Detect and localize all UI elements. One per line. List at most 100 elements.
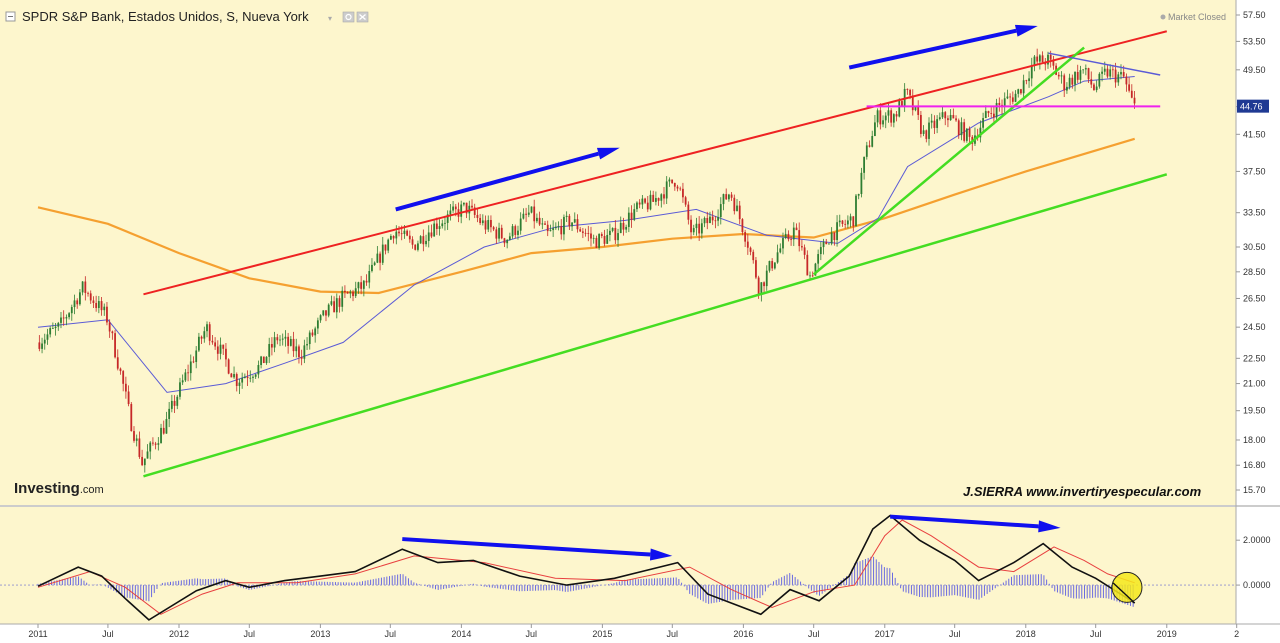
candle-body	[933, 120, 936, 128]
candle-body	[714, 220, 717, 222]
candle-body	[1071, 77, 1074, 85]
candle-body	[311, 332, 314, 336]
candle-body	[563, 216, 565, 235]
candle-body	[1103, 68, 1106, 72]
candle-body	[243, 376, 246, 378]
candle-body	[503, 238, 506, 244]
author-credit: J.SIERRA www.invertiryespecular.com	[963, 484, 1202, 499]
candle-body	[292, 338, 295, 352]
candle-body	[398, 231, 400, 234]
candle-body	[525, 213, 527, 215]
candle-body	[895, 114, 898, 117]
candle-body	[790, 239, 792, 241]
candle-body	[746, 241, 749, 248]
price-axis-label: 37.50	[1243, 166, 1266, 176]
candle-body	[952, 114, 955, 119]
candle-body	[568, 215, 571, 227]
candle-body	[127, 391, 130, 405]
candle-body	[633, 209, 636, 220]
candle-body	[736, 205, 738, 212]
candle-body	[871, 136, 874, 147]
candle-body	[657, 198, 660, 201]
candle-body	[208, 324, 211, 341]
candle-body	[495, 229, 498, 239]
time-axis-label: Jul	[808, 629, 820, 639]
candle-body	[273, 337, 276, 348]
candle-body	[200, 336, 203, 339]
candle-body	[51, 328, 54, 329]
candle-body	[333, 301, 335, 313]
candle-body	[855, 195, 857, 227]
candle-body	[168, 408, 171, 419]
candle-body	[395, 231, 398, 239]
gear-icon[interactable]	[342, 11, 355, 23]
candle-body	[1063, 75, 1066, 91]
ma-blue-line	[37, 76, 1135, 393]
candle-body	[135, 438, 138, 441]
candle-body	[54, 326, 57, 329]
macd-axis: 0.0000 2.0000	[1236, 535, 1271, 590]
candle-body	[476, 214, 479, 218]
candle-body	[833, 232, 836, 241]
candle-body	[930, 120, 933, 123]
candle-body	[233, 374, 235, 378]
candle-body	[490, 219, 492, 228]
candle-body	[717, 217, 719, 221]
candle-body	[92, 300, 95, 304]
candlesticks	[38, 48, 1136, 473]
candle-body	[784, 233, 787, 239]
candle-body	[811, 275, 814, 277]
candle-body	[76, 300, 79, 305]
candle-body	[741, 219, 744, 233]
candle-body	[1017, 89, 1020, 94]
candle-body	[849, 216, 852, 221]
candle-body	[519, 218, 522, 231]
candle-body	[73, 300, 76, 308]
candle-body	[89, 293, 92, 301]
candle-body	[235, 374, 238, 386]
candle-body	[438, 226, 441, 229]
candle-body	[644, 198, 646, 203]
price-axis-label: 53.50	[1243, 36, 1266, 46]
candle-body	[1087, 68, 1090, 80]
candle-body	[690, 219, 692, 233]
candle-body	[928, 122, 930, 139]
candle-body	[111, 331, 114, 334]
chart-header: SPDR S&P Bank, Estados Unidos, S, Nueva …	[5, 9, 1226, 24]
candle-body	[371, 264, 373, 272]
candle-body	[435, 223, 438, 229]
candle-body	[97, 301, 100, 309]
candle-body	[417, 243, 419, 250]
candle-body	[441, 223, 444, 227]
candle-body	[1106, 68, 1109, 77]
candle-body	[222, 344, 225, 349]
candle-body	[492, 227, 495, 230]
candle-body	[271, 344, 273, 348]
candle-body	[373, 262, 376, 265]
time-axis-label: 2014	[451, 629, 471, 639]
candle-body	[565, 215, 568, 217]
candle-body	[576, 219, 579, 230]
candle-body	[901, 101, 903, 107]
time-axis-label: 2019	[1157, 629, 1177, 639]
candle-body	[860, 172, 863, 195]
candle-body	[995, 102, 998, 118]
candle-body	[592, 237, 595, 239]
candle-body	[379, 253, 381, 263]
candle-body	[838, 220, 841, 223]
candle-body	[433, 223, 436, 237]
candle-body	[1122, 72, 1125, 77]
price-axis-label: 18.00	[1243, 435, 1266, 445]
candle-body	[338, 298, 341, 307]
candle-body	[1060, 75, 1063, 77]
candle-body	[179, 382, 181, 397]
title-dropdown-icon[interactable]: ▾	[328, 14, 332, 23]
macd-annotations	[402, 514, 1143, 604]
candle-body	[70, 307, 73, 314]
candle-body	[354, 288, 357, 297]
candle-body	[703, 217, 706, 224]
candle-body	[306, 344, 308, 346]
candle-body	[133, 431, 135, 441]
candle-body	[636, 202, 638, 210]
candle-body	[160, 427, 162, 444]
